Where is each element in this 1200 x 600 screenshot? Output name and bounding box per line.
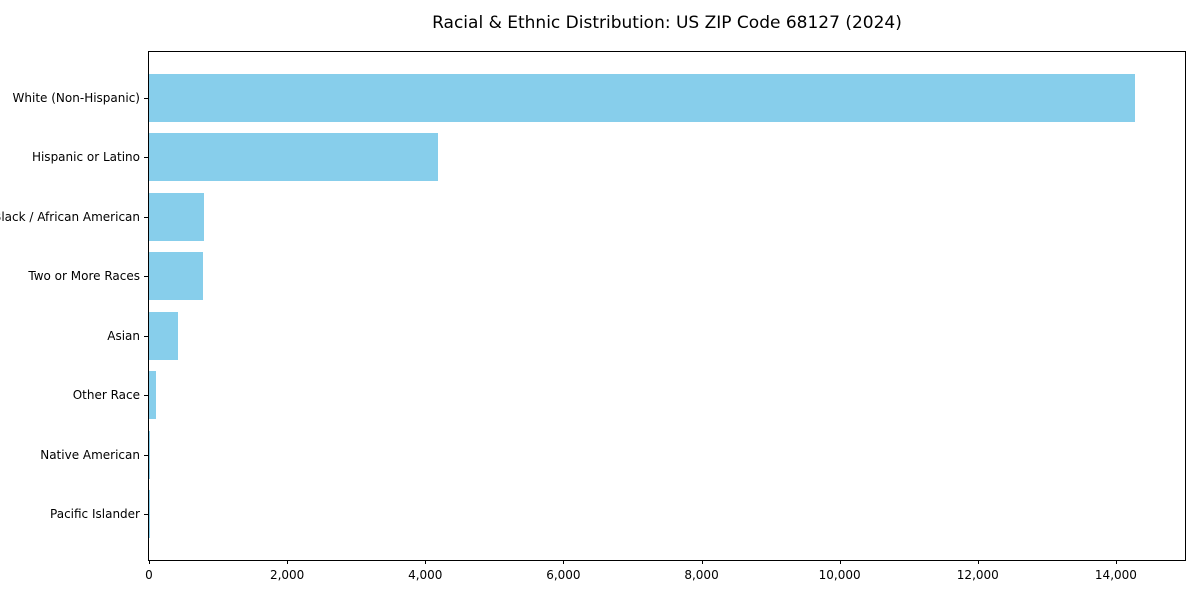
bar-row-asian: Asian	[107, 306, 1185, 366]
y-tick-mark	[144, 395, 148, 397]
y-tick-label: Pacific Islander	[50, 507, 140, 522]
plot-area: White (Non-Hispanic) Hispanic or Latino Bl…	[0, 51, 1186, 582]
y-tick-mark	[144, 454, 148, 456]
y-tick-mark	[144, 157, 148, 159]
bar-row-pacific-islander: Pacific Islander	[50, 485, 1185, 545]
y-tick-label: Black / African American	[0, 209, 140, 224]
y-tick-label: Hispanic or Latino	[31, 150, 140, 165]
y-tick-mark	[144, 276, 148, 278]
x-tick-label: 10,000	[818, 568, 861, 582]
bar-two-or-more-races	[149, 252, 204, 301]
x-tick-label: 8,000	[684, 568, 719, 582]
bar-row-black-african-american: Black / African American	[0, 187, 1185, 247]
bar-other-race	[149, 371, 157, 420]
y-tick-label: Two or More Races	[28, 269, 140, 284]
x-axis-ticks: 0 2,000 4,000 6,000 8,000 10,000 12,000 14,000	[145, 560, 1185, 594]
x-tick-mark	[563, 560, 565, 564]
bar-row-white-non-hispanic: White (Non-Hispanic)	[13, 68, 1185, 128]
y-tick-label: White (Non-Hispanic)	[12, 90, 140, 105]
x-tick-mark	[701, 560, 703, 564]
x-tick-label: 6,000	[546, 568, 581, 582]
x-tick-mark	[977, 560, 979, 564]
bar-white-non-hispanic	[149, 73, 1135, 122]
x-tick-label: 4,000	[408, 568, 443, 582]
x-tick-mark	[287, 560, 289, 564]
x-tick-label: 14,000	[1094, 568, 1137, 582]
bar-black-african-american	[149, 192, 205, 241]
y-tick-mark	[144, 216, 148, 218]
x-tick-label: 0	[145, 568, 153, 582]
bar-hispanic-or-latino	[149, 133, 438, 182]
y-tick-mark	[144, 514, 148, 516]
x-tick-label: 12,000	[956, 568, 999, 582]
x-tick-mark	[149, 560, 150, 564]
y-tick-label: Asian	[107, 328, 140, 343]
bar-native-american	[149, 430, 151, 479]
bar-row-hispanic-or-latino: Hispanic or Latino	[32, 128, 1185, 188]
bar-row-native-american: Native American	[40, 425, 1185, 485]
y-tick-mark	[144, 335, 148, 337]
y-tick-mark	[144, 97, 148, 99]
bar-asian	[149, 311, 178, 360]
y-tick-label: Native American	[40, 447, 140, 462]
y-tick-label: Other Race	[72, 388, 140, 403]
x-tick-label: 2,000	[269, 568, 305, 582]
x-tick-mark	[425, 560, 427, 564]
chart-title: Racial & Ethnic Distribution: US ZIP Cod…	[432, 13, 902, 33]
bar-rows: White (Non-Hispanic) Hispanic or Latino Bl…	[0, 52, 1185, 560]
bar-row-other-race: Other Race	[73, 366, 1185, 426]
x-tick-mark	[1115, 560, 1117, 564]
bar-row-two-or-more-races: Two or More Races	[28, 247, 1185, 307]
x-tick-mark	[839, 560, 841, 564]
